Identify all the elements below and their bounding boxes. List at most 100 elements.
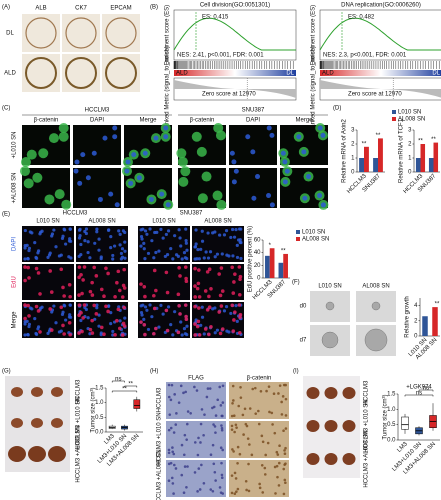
cell <box>234 227 238 232</box>
cell <box>77 180 83 186</box>
cell <box>230 303 235 308</box>
stats-text: NES: 2.3, p<0.001, FDR: 0.001 <box>323 53 407 59</box>
cell <box>23 244 27 248</box>
legend-swatch <box>392 110 396 114</box>
plot-title: DNA replication(GO:0006260) <box>341 3 421 9</box>
es-curve <box>173 17 296 51</box>
cell <box>163 134 169 140</box>
fluorescence-image <box>22 264 74 300</box>
cell <box>241 413 245 417</box>
ihc-image <box>22 14 60 52</box>
cell <box>214 479 217 482</box>
cell <box>216 398 220 402</box>
cell <box>59 305 64 310</box>
cell <box>229 311 233 316</box>
axis-title: Enrichment score (ES) <box>165 5 171 65</box>
cell <box>197 467 201 470</box>
cell <box>142 150 148 156</box>
cell <box>141 303 145 307</box>
cell <box>54 245 58 249</box>
cell <box>64 242 68 246</box>
bar <box>269 248 275 278</box>
cell <box>111 253 115 258</box>
panel-label: (D) <box>333 106 341 112</box>
cell <box>237 227 242 231</box>
row-label: HCCLM3 +L010 SN <box>157 412 163 465</box>
cell <box>221 401 225 404</box>
panel-label: (A) <box>2 5 10 11</box>
group-header: HCCLM3 <box>63 211 88 217</box>
cell <box>235 490 238 493</box>
cell <box>140 237 144 241</box>
axis-title: Relative mRNA of Axin2 <box>342 118 348 182</box>
cell <box>196 319 201 324</box>
cell <box>180 473 184 477</box>
column-header: FLAG <box>188 376 204 382</box>
fluorescence-image <box>229 125 277 165</box>
cell <box>207 267 212 272</box>
cell <box>230 265 235 270</box>
cell <box>67 239 72 243</box>
cell <box>115 318 119 323</box>
cell <box>274 492 277 495</box>
significance: ns <box>423 386 429 392</box>
cell <box>114 202 120 208</box>
cell <box>200 229 204 233</box>
cell <box>238 312 243 317</box>
cell <box>80 329 84 334</box>
cell <box>95 230 99 234</box>
cell <box>88 256 92 260</box>
cell <box>124 168 130 174</box>
tumor <box>342 387 356 399</box>
cell <box>90 331 95 335</box>
cell <box>259 389 263 393</box>
ihc-image <box>166 421 226 458</box>
tumor <box>324 453 338 465</box>
box <box>133 399 141 409</box>
cell <box>27 276 31 280</box>
cell <box>143 229 148 233</box>
column-header: L010 SN <box>318 284 341 290</box>
tumor <box>28 446 46 462</box>
cell <box>197 268 201 272</box>
cell <box>27 246 32 250</box>
ihc-image <box>22 54 60 92</box>
cell <box>185 332 189 337</box>
cell <box>157 249 161 253</box>
cell <box>275 450 279 454</box>
cell <box>194 228 198 232</box>
y-tick-label: 40 <box>254 250 261 256</box>
cell <box>238 240 242 244</box>
cell <box>74 159 80 165</box>
cell <box>28 230 32 234</box>
cell <box>109 245 113 250</box>
bar <box>432 307 438 336</box>
cell <box>59 267 64 272</box>
row-label: HCCLM3 +L010 SN <box>76 396 82 449</box>
cell <box>238 277 242 282</box>
cell <box>79 242 83 247</box>
cell <box>180 443 184 447</box>
cell <box>182 327 187 331</box>
cell <box>213 255 217 259</box>
cell <box>250 453 254 457</box>
cell <box>211 489 215 493</box>
cell <box>83 239 87 243</box>
cell <box>186 465 189 468</box>
cell <box>238 452 242 456</box>
cell <box>172 463 176 467</box>
cell <box>109 235 113 239</box>
cell <box>174 253 179 257</box>
significance: ns <box>115 377 121 383</box>
cell <box>142 322 147 327</box>
column-header: CK7 <box>75 6 87 12</box>
tumor <box>51 387 63 397</box>
y-tick-label: 3 <box>408 128 412 134</box>
cell <box>23 333 27 337</box>
cell <box>202 256 206 260</box>
y-tick-label: 4 <box>414 303 418 309</box>
ihc-image <box>102 54 140 92</box>
y-tick-label: 0 <box>257 276 261 282</box>
cell <box>148 227 152 231</box>
cell <box>219 266 224 270</box>
